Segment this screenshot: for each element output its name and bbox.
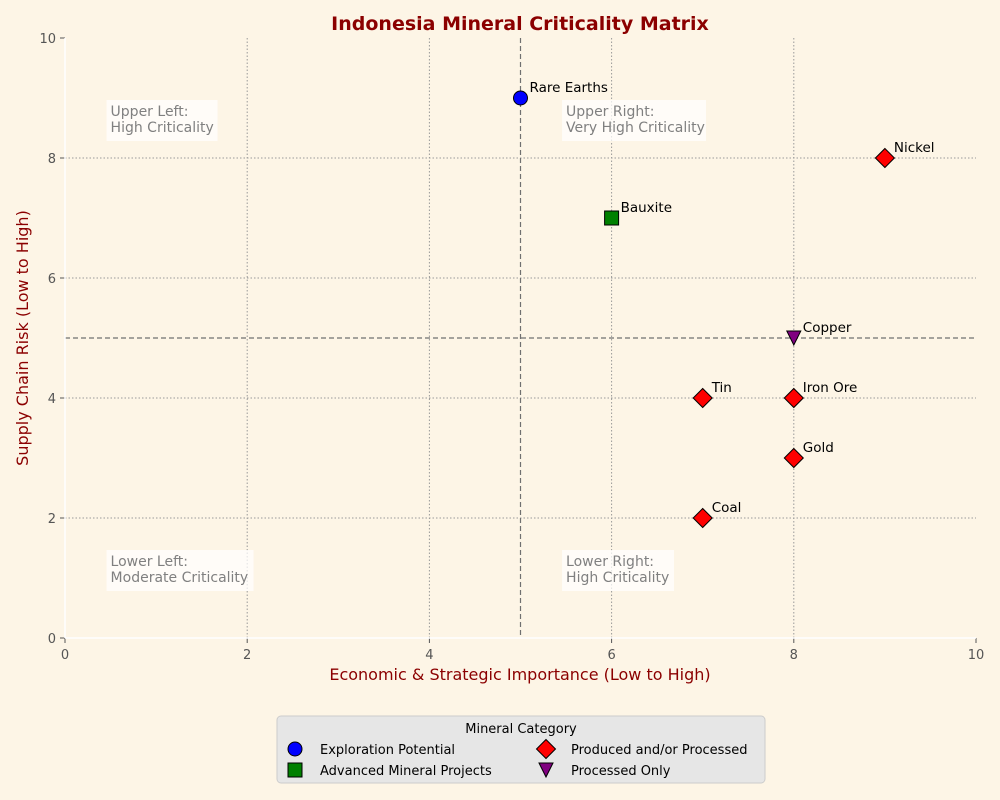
legend-marker-processed-only bbox=[538, 762, 554, 779]
point-label-coal: Coal bbox=[712, 500, 742, 516]
x-tick-label: 10 bbox=[968, 648, 985, 663]
x-tick-label: 6 bbox=[607, 648, 615, 663]
legend-marker-advanced-mineral-projects bbox=[287, 762, 303, 778]
quadrant-label-box-upper-right bbox=[562, 100, 707, 141]
point-label-iron-ore: Iron Ore bbox=[803, 380, 858, 396]
legend-marker-produced-and-or-processed bbox=[535, 738, 557, 760]
y-tick-label: 8 bbox=[48, 152, 56, 167]
legend-box bbox=[276, 715, 766, 784]
y-tick-label: 4 bbox=[48, 392, 56, 407]
quadrant-label-lower-right: High Criticality bbox=[566, 570, 669, 586]
x-tick-label: 2 bbox=[243, 648, 251, 663]
point-rare-earths bbox=[513, 90, 528, 106]
point-label-gold: Gold bbox=[803, 440, 834, 456]
quadrant-label-upper-right: Upper Right: bbox=[566, 104, 654, 120]
point-coal bbox=[692, 507, 713, 529]
point-tin bbox=[692, 387, 713, 409]
quadrant-label-upper-left: Upper Left: bbox=[111, 104, 189, 120]
x-axis-label: Economic & Strategic Importance (Low to … bbox=[329, 665, 710, 684]
point-label-nickel: Nickel bbox=[894, 140, 935, 156]
quadrant-label-lower-right: Lower Right: bbox=[566, 554, 654, 570]
axes: 0 2 4 6 8 10 0 2 4 6 8 10 bbox=[39, 32, 984, 663]
legend-title: Mineral Category bbox=[465, 722, 577, 737]
legend-entry-processed-only: Processed Only bbox=[571, 764, 671, 779]
quadrant-label-lower-left: Lower Left: bbox=[111, 554, 188, 570]
point-bauxite bbox=[604, 210, 620, 226]
legend-entry-produced-and-or-processed: Produced and/or Processed bbox=[571, 743, 747, 758]
y-tick-label: 0 bbox=[48, 632, 56, 647]
legend: Mineral Category Exploration Potential Ad… bbox=[276, 715, 766, 784]
quadrant-label-box-lower-right bbox=[562, 550, 675, 591]
point-label-rare-earths: Rare Earths bbox=[530, 80, 608, 96]
y-axis-label: Supply Chain Risk (Low to High) bbox=[13, 210, 32, 466]
y-tick-label: 6 bbox=[48, 272, 56, 287]
threshold-lines bbox=[65, 38, 976, 638]
data-points: Rare Earths Bauxite Nickel Copper Tin Iron Or… bbox=[513, 80, 935, 529]
point-label-tin: Tin bbox=[711, 380, 732, 396]
chart-title: Indonesia Mineral Criticality Matrix bbox=[331, 13, 709, 35]
legend-marker-exploration-potential bbox=[287, 741, 303, 757]
legend-entry-exploration-potential: Exploration Potential bbox=[320, 743, 455, 758]
quadrant-label-box-upper-left bbox=[106, 100, 218, 141]
quadrant-label-upper-left: High Criticality bbox=[111, 120, 214, 136]
x-tick-label: 0 bbox=[61, 648, 69, 663]
point-label-bauxite: Bauxite bbox=[621, 200, 672, 216]
point-gold bbox=[783, 447, 805, 469]
quadrant-label-upper-right: Very High Criticality bbox=[566, 120, 705, 136]
point-label-copper: Copper bbox=[803, 320, 852, 336]
point-nickel bbox=[874, 147, 896, 169]
y-tick-label: 2 bbox=[48, 512, 56, 527]
quadrant-label-box-lower-left bbox=[106, 550, 254, 591]
y-tick-label: 10 bbox=[39, 32, 56, 47]
legend-entry-advanced-mineral-projects: Advanced Mineral Projects bbox=[320, 764, 492, 779]
x-tick-label: 4 bbox=[425, 648, 433, 663]
x-tick-label: 8 bbox=[790, 648, 798, 663]
point-iron-ore bbox=[783, 387, 805, 409]
point-copper bbox=[785, 330, 802, 347]
quadrant-label-lower-left: Moderate Criticality bbox=[111, 570, 249, 586]
